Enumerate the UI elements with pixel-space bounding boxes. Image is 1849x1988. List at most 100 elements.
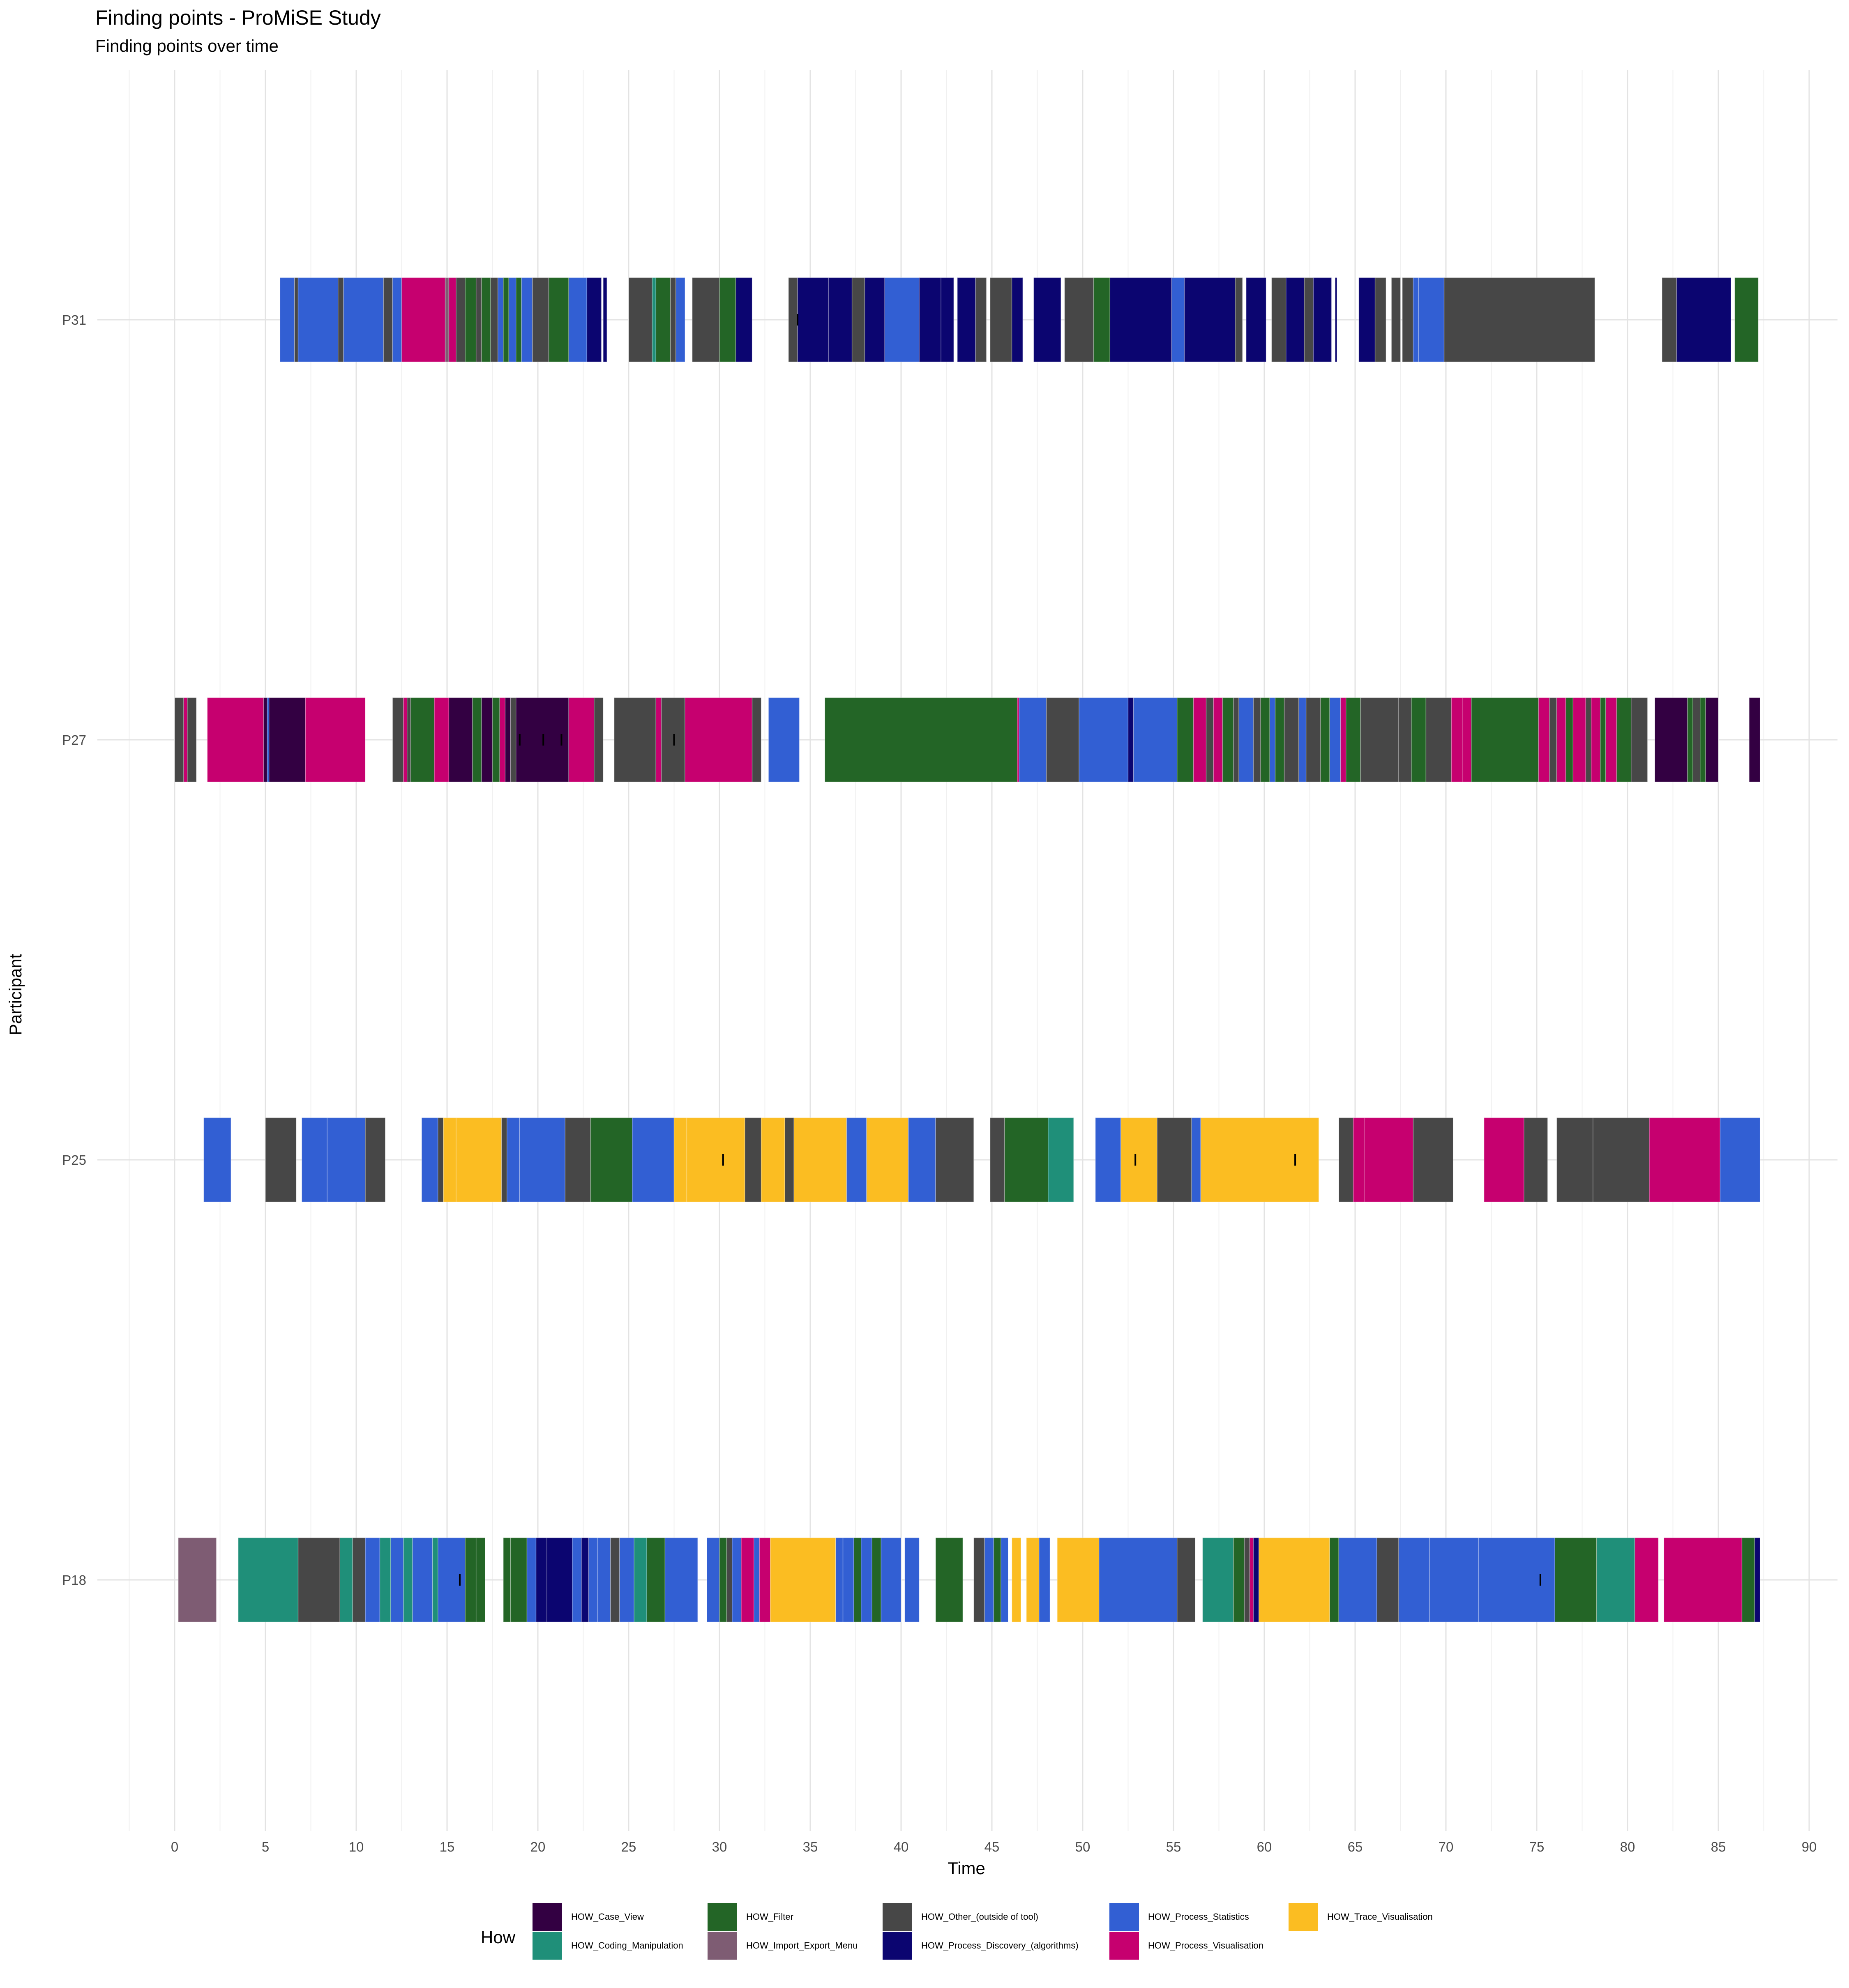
- segment-p27: [594, 697, 604, 783]
- segment-p31: [1246, 277, 1267, 363]
- legend-swatch: [708, 1903, 737, 1931]
- segment-p18: [1596, 1537, 1635, 1623]
- segment-p31: [628, 277, 653, 363]
- segment-p18: [1754, 1537, 1761, 1623]
- segment-p18: [1554, 1537, 1597, 1623]
- segment-p27: [1705, 697, 1719, 783]
- segment-p18: [365, 1537, 380, 1623]
- x-tick-label: 5: [262, 1839, 269, 1854]
- segment-p31: [279, 277, 295, 363]
- segment-p18: [581, 1537, 589, 1623]
- grid-minor: [129, 70, 1764, 1831]
- segment-p27: [505, 697, 511, 783]
- segment-p31: [1443, 277, 1595, 363]
- segment-p25: [1200, 1117, 1319, 1203]
- segment-p31: [864, 277, 885, 363]
- legend-swatch: [708, 1932, 737, 1960]
- segment-p18: [726, 1537, 733, 1623]
- segment-p27: [263, 697, 268, 783]
- segment-p27: [1079, 697, 1129, 783]
- segment-p27: [410, 697, 435, 783]
- segment-p27: [1692, 697, 1701, 783]
- segment-p31: [1358, 277, 1376, 363]
- segment-p31: [989, 277, 1012, 363]
- segment-p31: [957, 277, 976, 363]
- segment-p31: [1171, 277, 1185, 363]
- y-axis: P31 P27 P25 P18: [62, 312, 86, 1588]
- segment-p25: [1649, 1117, 1721, 1203]
- segment-p25: [1338, 1117, 1354, 1203]
- segment-p18: [1376, 1537, 1399, 1623]
- segment-p18: [1057, 1537, 1100, 1623]
- segment-p31: [456, 277, 466, 363]
- segment-p25: [935, 1117, 974, 1203]
- segment-p31: [401, 277, 446, 363]
- legend-swatch: [1109, 1903, 1139, 1931]
- x-tick-label: 20: [530, 1839, 546, 1854]
- segment-p27: [1260, 697, 1270, 783]
- segment-p27: [1177, 697, 1194, 783]
- legend-item: HOW_Trace_Visualisation: [1289, 1903, 1433, 1931]
- segment-p18: [597, 1537, 611, 1623]
- segment-p27: [1346, 697, 1361, 783]
- legend-swatch: [1289, 1903, 1318, 1931]
- segment-p18: [1634, 1537, 1659, 1623]
- segment-p27: [1206, 697, 1214, 783]
- y-tick-label-p18: P18: [62, 1572, 86, 1588]
- segment-p25: [1191, 1117, 1201, 1203]
- segment-p31: [603, 277, 607, 363]
- segment-p18: [572, 1537, 582, 1623]
- segment-p27: [1222, 697, 1234, 783]
- segment-p25: [686, 1117, 745, 1203]
- segment-p27: [1700, 697, 1706, 783]
- x-tick-label: 70: [1439, 1839, 1454, 1854]
- segment-p18: [835, 1537, 844, 1623]
- segment-p27: [1305, 697, 1321, 783]
- segment-p27: [1329, 697, 1341, 783]
- x-tick-label: 85: [1711, 1839, 1726, 1854]
- segment-p31: [516, 277, 522, 363]
- segment-p27: [1556, 697, 1566, 783]
- segment-p27: [1269, 697, 1276, 783]
- segment-p27: [448, 697, 473, 783]
- legend-item: HOW_Process_Visualisation: [1109, 1932, 1263, 1960]
- segment-p25: [1593, 1117, 1650, 1203]
- legend-label: HOW_Case_View: [571, 1912, 644, 1922]
- legend-swatch: [883, 1903, 912, 1931]
- segment-p31: [941, 277, 954, 363]
- segment-p18: [403, 1537, 413, 1623]
- segment-p27: [1462, 697, 1472, 783]
- segment-p31: [1093, 277, 1111, 363]
- segment-p18: [1429, 1537, 1479, 1623]
- segment-p25: [866, 1117, 909, 1203]
- segment-p18: [853, 1537, 862, 1623]
- x-tick-label: 40: [894, 1839, 909, 1854]
- segment-p31: [448, 277, 456, 363]
- legend-swatch: [883, 1932, 912, 1960]
- segment-p31: [1402, 277, 1414, 363]
- segment-p25: [632, 1117, 675, 1203]
- segment-p27: [613, 697, 657, 783]
- segment-p27: [1572, 697, 1586, 783]
- legend-item: HOW_Coding_Manipulation: [533, 1932, 683, 1960]
- x-tick-label: 10: [349, 1839, 364, 1854]
- segment-p31: [788, 277, 798, 363]
- segment-p25: [365, 1117, 386, 1203]
- segment-p27: [499, 697, 506, 783]
- segment-p27: [407, 697, 411, 783]
- segment-p31: [503, 277, 510, 363]
- legend-item: HOW_Import_Export_Menu: [708, 1932, 858, 1960]
- segment-p18: [352, 1537, 366, 1623]
- segment-p18: [610, 1537, 620, 1623]
- segment-p27: [661, 697, 685, 783]
- y-tick-label-p25: P25: [62, 1152, 86, 1168]
- segment-p18: [1398, 1537, 1430, 1623]
- segment-p18: [1026, 1537, 1040, 1623]
- segment-p27: [768, 697, 800, 783]
- segment-p27: [1471, 697, 1539, 783]
- x-tick-label: 45: [984, 1839, 1000, 1854]
- segment-p31: [735, 277, 753, 363]
- segment-p25: [565, 1117, 591, 1203]
- x-tick-label: 0: [171, 1839, 178, 1854]
